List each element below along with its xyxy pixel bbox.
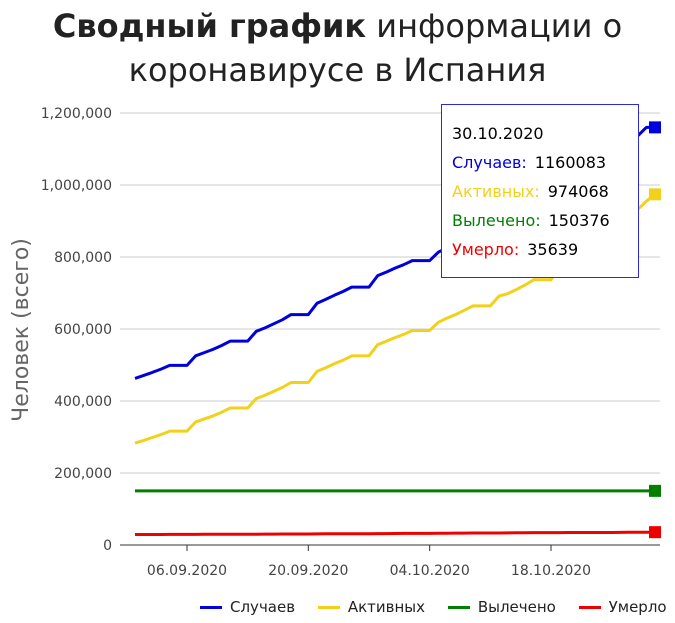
- y-tick-label: 200,000: [54, 466, 112, 482]
- tooltip-date: 30.10.2020: [452, 124, 544, 143]
- hover-tooltip: 30.10.2020 Случаев: 1160083 Активных: 9740…: [441, 104, 639, 278]
- tooltip-row-deaths: Умерло: 35639: [452, 235, 638, 264]
- series-end-marker[interactable]: [649, 484, 661, 497]
- legend-item-deaths[interactable]: Умерло: [578, 598, 667, 616]
- chart-title-bold: Сводный график: [52, 7, 367, 45]
- y-tick-label: 1,000,000: [41, 178, 112, 194]
- legend-swatch: [317, 606, 340, 609]
- tooltip-label: Умерло:: [452, 240, 520, 259]
- series-end-markers: [649, 121, 661, 539]
- chart-title: Сводный график информации о коронавирусе…: [0, 4, 675, 92]
- legend-label: Активных: [347, 598, 426, 616]
- legend-swatch: [200, 606, 222, 609]
- legend-item-active[interactable]: Активных: [317, 598, 426, 616]
- x-tick-label: 20.09.2020: [268, 563, 348, 579]
- y-axis-label: Человек (всего): [9, 238, 34, 422]
- chart-title-line2: коронавирусе в Испания: [128, 51, 547, 89]
- y-tick-label: 600,000: [54, 322, 112, 338]
- series-line-3[interactable]: [135, 530, 655, 536]
- legend-item-recovered[interactable]: Вылечено: [447, 598, 556, 616]
- legend-label: Вылечено: [477, 598, 556, 616]
- series-end-marker[interactable]: [649, 526, 661, 539]
- legend-label: Случаев: [230, 598, 296, 616]
- tooltip-value: 974068: [547, 182, 609, 201]
- legend-item-cases[interactable]: Случаев: [200, 598, 295, 616]
- x-axis-ticks: 06.09.2020 20.09.2020 04.10.2020 18.10.2020: [147, 545, 591, 579]
- x-tick-label: 18.10.2020: [511, 563, 591, 579]
- x-tick-label: 04.10.2020: [390, 563, 470, 579]
- y-tick-label: 1,200,000: [41, 106, 112, 122]
- legend-label: Умерло: [608, 598, 667, 616]
- tooltip-label: Активных:: [452, 182, 540, 201]
- tooltip-label: Случаев:: [452, 153, 527, 172]
- y-tick-label: 0: [103, 538, 112, 554]
- y-tick-label: 800,000: [54, 250, 112, 266]
- legend-swatch: [447, 606, 470, 609]
- tooltip-value: 150376: [548, 211, 610, 230]
- chart-title-rest: информации о: [366, 7, 623, 45]
- series-end-marker[interactable]: [649, 188, 661, 201]
- tooltip-value: 1160083: [534, 153, 607, 172]
- legend-swatch: [578, 606, 601, 609]
- tooltip-row-recovered: Вылечено: 150376: [452, 206, 638, 235]
- tooltip-label: Вылечено:: [452, 211, 541, 230]
- tooltip-value: 35639: [527, 240, 579, 259]
- x-tick-label: 06.09.2020: [147, 563, 227, 579]
- y-tick-label: 400,000: [54, 394, 112, 410]
- series-end-marker[interactable]: [649, 121, 661, 134]
- tooltip-row-cases: Случаев: 1160083: [452, 148, 638, 177]
- tooltip-row-active: Активных: 974068: [452, 177, 638, 206]
- chart-legend: Случаев Активных Вылечено Умерло: [200, 598, 667, 616]
- y-axis-ticks: 0 200,000 400,000 600,000 800,000 1,000,000 1,…: [41, 106, 112, 554]
